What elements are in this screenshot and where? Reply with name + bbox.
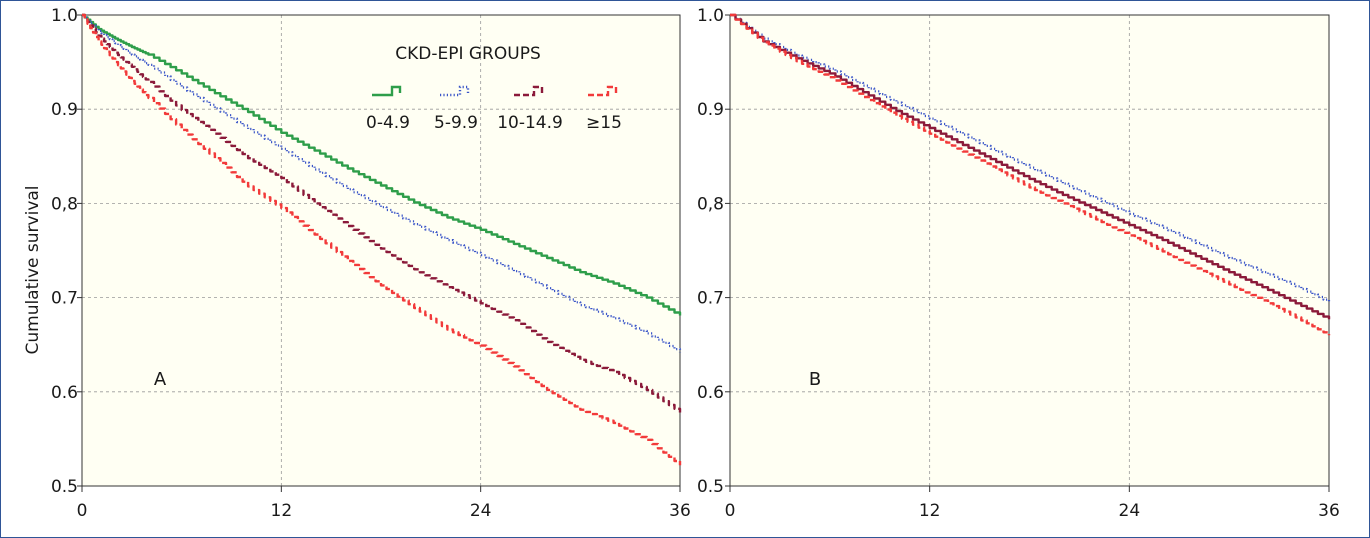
x-tick-label: 24 <box>470 501 492 521</box>
plot-border <box>729 14 1330 487</box>
legend-title: CKD-EPI GROUPS <box>395 44 541 64</box>
x-tick-label: 0 <box>77 501 88 521</box>
x-tick-label: 0 <box>725 501 736 521</box>
series-line-curve-2 <box>730 13 1331 320</box>
legend-swatch <box>514 85 544 97</box>
y-tick-label: 0.5 <box>51 477 78 497</box>
plot-border <box>81 14 681 487</box>
series-line-curve-3 <box>730 13 1331 336</box>
x-tick-label: 12 <box>919 501 941 521</box>
y-tick-label: 0.7 <box>51 289 78 309</box>
y-tick-label: 1.0 <box>697 6 724 26</box>
panel-label: B <box>809 369 821 390</box>
y-tick-label: 0.9 <box>697 100 724 120</box>
plot-area <box>82 15 680 486</box>
y-tick-label: 0.7 <box>697 289 724 309</box>
legend: CKD-EPI GROUPS 0-4.9 5-9.9 10-14.9 ≥15 <box>366 44 622 133</box>
panel-label: A <box>154 369 167 390</box>
y-tick-label: 0.9 <box>51 100 78 120</box>
series-line--15 <box>82 13 682 466</box>
legend-entry-label: 10-14.9 <box>497 113 563 133</box>
y-tick-label: 0.5 <box>697 477 724 497</box>
y-tick-label: 0,8 <box>697 194 724 214</box>
legend-swatch <box>588 85 618 97</box>
legend-entry-label: ≥15 <box>586 113 622 133</box>
x-tick-label: 24 <box>1119 501 1141 521</box>
y-tick-label: 1.0 <box>51 6 78 26</box>
series-line-curve-1 <box>730 13 1331 303</box>
y-tick-label: 0.6 <box>697 383 724 403</box>
x-tick-label: 12 <box>271 501 293 521</box>
y-tick-label: 0.6 <box>51 383 78 403</box>
y-axis-label: Cumulative survival <box>23 185 43 354</box>
series-line-10-14-9 <box>82 13 682 413</box>
legend-entry-label: 0-4.9 <box>366 113 410 133</box>
series-line-0-4-9 <box>82 13 682 316</box>
y-tick-label: 0,8 <box>51 194 78 214</box>
panel-a: 0 12 24 36 0.5 0.6 0.7 0,8 0.9 1.0 A CKD-EPI GROUPS… <box>51 6 691 521</box>
x-tick-label: 36 <box>669 501 691 521</box>
plot-area <box>730 15 1329 486</box>
legend-swatch <box>440 85 470 97</box>
legend-swatch <box>372 85 402 97</box>
legend-entry-label: 5-9.9 <box>434 113 478 133</box>
panel-b: 0 12 24 36 0.5 0.6 0.7 0,8 0.9 1.0 B <box>697 6 1340 521</box>
x-tick-label: 36 <box>1318 501 1340 521</box>
